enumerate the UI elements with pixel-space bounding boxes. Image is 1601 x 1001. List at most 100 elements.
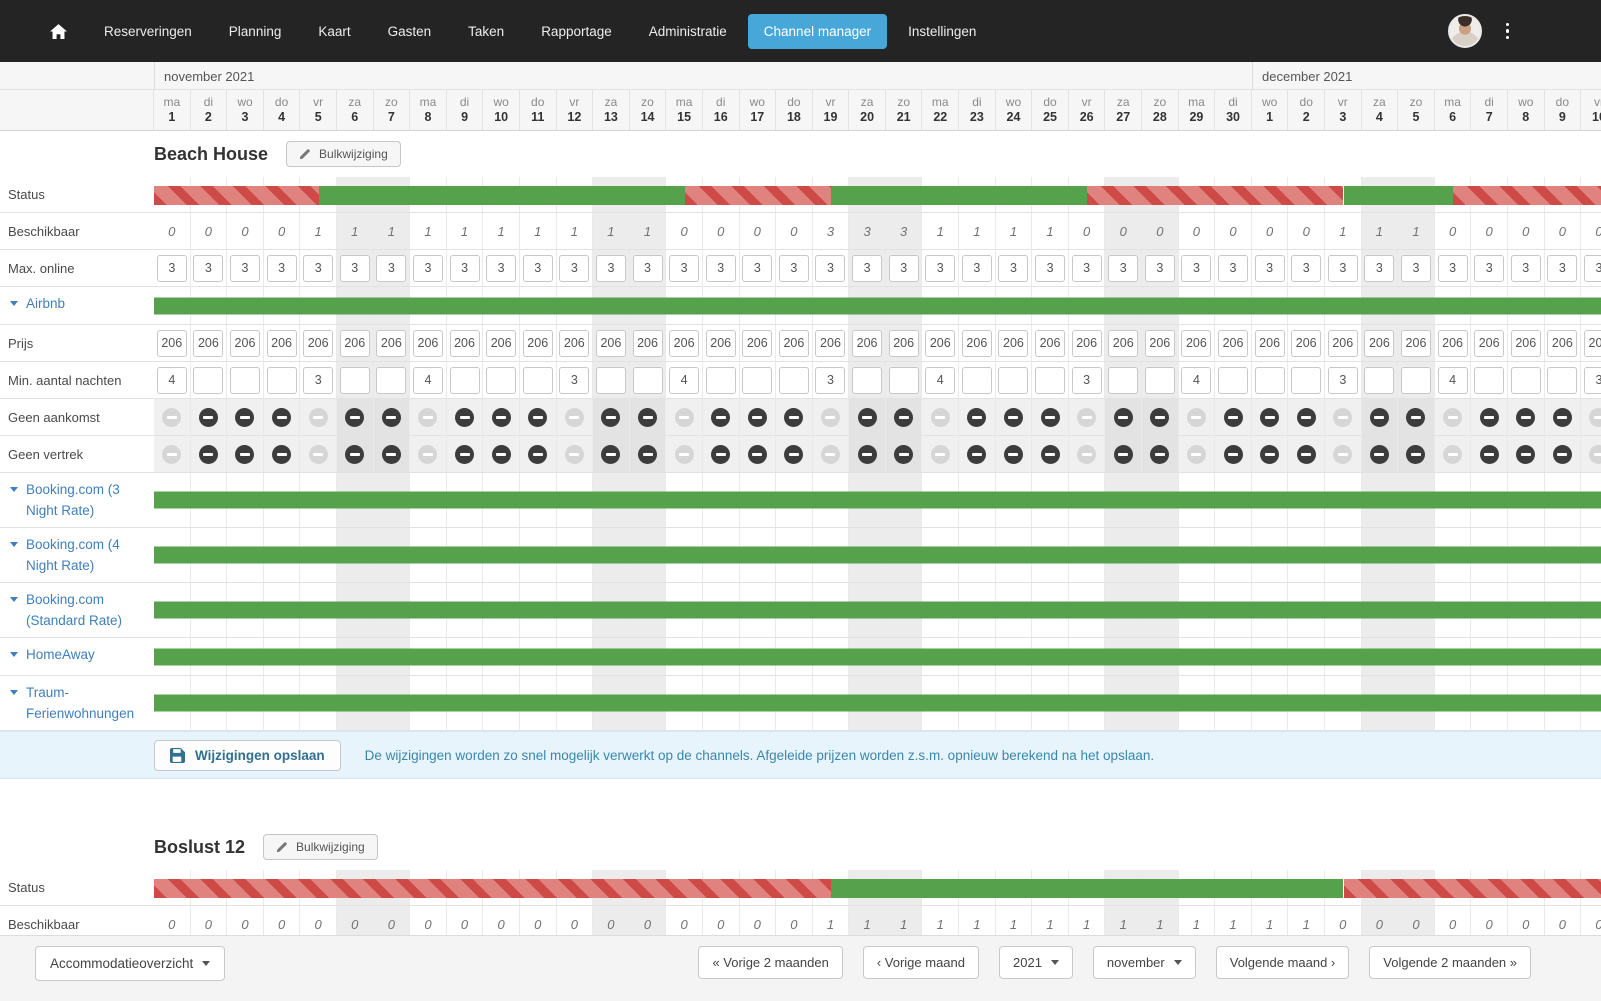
max-online-input[interactable]: 3 <box>1547 254 1578 282</box>
next-2-months-button[interactable]: Volgende 2 maanden » <box>1369 946 1531 979</box>
no-arrival-icon[interactable] <box>1552 407 1572 427</box>
no-departure-icon[interactable] <box>674 444 694 464</box>
no-arrival-icon[interactable] <box>272 407 292 427</box>
price-input[interactable]: 206 <box>1327 329 1358 357</box>
min-nights-input[interactable] <box>1108 366 1139 394</box>
min-nights-input[interactable] <box>632 366 663 394</box>
no-arrival-icon[interactable] <box>1369 407 1389 427</box>
min-nights-input[interactable]: 4 <box>669 366 700 394</box>
min-nights-input[interactable]: 3 <box>1071 366 1102 394</box>
no-departure-icon[interactable] <box>638 444 658 464</box>
no-arrival-icon[interactable] <box>1443 407 1463 427</box>
no-arrival-icon[interactable] <box>930 407 950 427</box>
min-nights-input[interactable] <box>376 366 407 394</box>
channel-row-toggle[interactable]: HomeAway <box>0 638 154 675</box>
min-nights-input[interactable]: 4 <box>1437 366 1468 394</box>
min-nights-input[interactable] <box>1474 366 1505 394</box>
price-input[interactable]: 206 <box>1144 329 1175 357</box>
max-online-input[interactable]: 3 <box>1400 254 1431 282</box>
no-departure-icon[interactable] <box>162 444 182 464</box>
price-input[interactable]: 206 <box>1510 329 1541 357</box>
no-arrival-icon[interactable] <box>967 407 987 427</box>
no-arrival-icon[interactable] <box>1223 407 1243 427</box>
min-nights-input[interactable] <box>1254 366 1285 394</box>
no-arrival-icon[interactable] <box>711 407 731 427</box>
min-nights-input[interactable] <box>266 366 297 394</box>
min-nights-input[interactable]: 4 <box>412 366 443 394</box>
max-online-input[interactable]: 3 <box>852 254 883 282</box>
no-arrival-icon[interactable] <box>1260 407 1280 427</box>
no-arrival-icon[interactable] <box>1040 407 1060 427</box>
price-input[interactable]: 206 <box>229 329 260 357</box>
no-departure-icon[interactable] <box>1443 444 1463 464</box>
no-arrival-icon[interactable] <box>784 407 804 427</box>
no-departure-icon[interactable] <box>1260 444 1280 464</box>
max-online-input[interactable]: 3 <box>888 254 919 282</box>
no-departure-icon[interactable] <box>528 444 548 464</box>
no-arrival-icon[interactable] <box>162 407 182 427</box>
no-arrival-icon[interactable] <box>1406 407 1426 427</box>
min-nights-input[interactable] <box>742 366 773 394</box>
max-online-input[interactable]: 3 <box>815 254 846 282</box>
max-online-input[interactable]: 3 <box>925 254 956 282</box>
max-online-input[interactable]: 3 <box>1437 254 1468 282</box>
min-nights-input[interactable] <box>229 366 260 394</box>
no-departure-icon[interactable] <box>747 444 767 464</box>
no-departure-icon[interactable] <box>198 444 218 464</box>
no-arrival-icon[interactable] <box>601 407 621 427</box>
month-select[interactable]: november <box>1092 946 1196 979</box>
no-arrival-icon[interactable] <box>1077 407 1097 427</box>
max-online-input[interactable]: 3 <box>595 254 626 282</box>
no-departure-icon[interactable] <box>1077 444 1097 464</box>
price-input[interactable]: 206 <box>742 329 773 357</box>
price-input[interactable]: 206 <box>1035 329 1066 357</box>
max-online-input[interactable]: 3 <box>303 254 334 282</box>
max-online-input[interactable]: 3 <box>156 254 187 282</box>
no-arrival-icon[interactable] <box>820 407 840 427</box>
nav-item-reserveringen[interactable]: Reserveringen <box>104 23 192 39</box>
price-input[interactable]: 206 <box>1291 329 1322 357</box>
nav-item-instellingen[interactable]: Instellingen <box>908 23 977 39</box>
price-input[interactable]: 206 <box>1181 329 1212 357</box>
nav-item-rapportage[interactable]: Rapportage <box>541 23 612 39</box>
price-input[interactable]: 206 <box>1364 329 1395 357</box>
no-arrival-icon[interactable] <box>1516 407 1536 427</box>
price-input[interactable]: 206 <box>559 329 590 357</box>
max-online-input[interactable]: 3 <box>193 254 224 282</box>
price-input[interactable]: 206 <box>815 329 846 357</box>
price-input[interactable]: 206 <box>925 329 956 357</box>
price-input[interactable]: 206 <box>888 329 919 357</box>
max-online-input[interactable]: 3 <box>961 254 992 282</box>
bulk-edit-button[interactable]: Bulkwijziging <box>286 141 401 167</box>
price-input[interactable]: 206 <box>522 329 553 357</box>
no-arrival-icon[interactable] <box>857 407 877 427</box>
price-input[interactable]: 206 <box>486 329 517 357</box>
max-online-input[interactable]: 3 <box>1254 254 1285 282</box>
nav-item-kaart[interactable]: Kaart <box>318 23 351 39</box>
max-online-input[interactable]: 3 <box>449 254 480 282</box>
no-departure-icon[interactable] <box>1369 444 1389 464</box>
nav-item-channel-manager[interactable]: Channel manager <box>747 13 888 49</box>
min-nights-input[interactable] <box>486 366 517 394</box>
no-arrival-icon[interactable] <box>418 407 438 427</box>
user-avatar[interactable] <box>1447 14 1482 48</box>
max-online-input[interactable]: 3 <box>1218 254 1249 282</box>
accommodation-view-select[interactable]: Accommodatieoverzicht <box>35 946 226 981</box>
price-input[interactable]: 206 <box>193 329 224 357</box>
max-online-input[interactable]: 3 <box>1144 254 1175 282</box>
min-nights-input[interactable] <box>1291 366 1322 394</box>
nav-item-gasten[interactable]: Gasten <box>387 23 432 39</box>
min-nights-input[interactable]: 4 <box>156 366 187 394</box>
min-nights-input[interactable] <box>1144 366 1175 394</box>
channel-row-toggle[interactable]: Airbnb <box>0 287 154 324</box>
max-online-input[interactable]: 3 <box>1364 254 1395 282</box>
no-arrival-icon[interactable] <box>1113 407 1133 427</box>
price-input[interactable]: 206 <box>1400 329 1431 357</box>
no-arrival-icon[interactable] <box>1003 407 1023 427</box>
max-online-input[interactable]: 3 <box>778 254 809 282</box>
price-input[interactable]: 206 <box>1474 329 1505 357</box>
no-departure-icon[interactable] <box>857 444 877 464</box>
no-departure-icon[interactable] <box>1333 444 1353 464</box>
no-departure-icon[interactable] <box>601 444 621 464</box>
channel-row-toggle[interactable]: Traum-Ferienwohnungen <box>0 676 154 730</box>
